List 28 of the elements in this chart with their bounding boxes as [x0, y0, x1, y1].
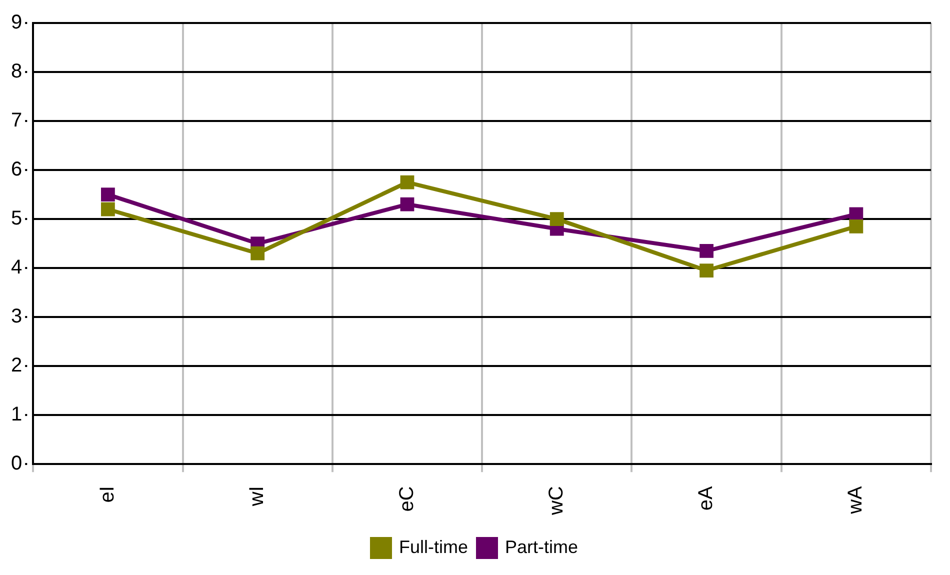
point [849, 219, 864, 234]
y-tick-label: 8 [11, 60, 22, 83]
y-tick-label: 2 [11, 354, 22, 377]
legend-label: Part-time [504, 536, 578, 557]
x-tick-label: eC [396, 486, 418, 512]
point [700, 244, 714, 258]
point [100, 188, 115, 202]
x-tick-label: wI [246, 486, 268, 508]
point [550, 212, 564, 226]
y-tick-label: 3 [11, 306, 22, 328]
point [100, 202, 115, 216]
x-tick-label: eA [695, 485, 718, 511]
y-tick-label: 6 [11, 158, 22, 181]
legend-label: Full-time [398, 536, 468, 557]
point [400, 197, 414, 212]
x-tick-label: wC [545, 486, 568, 516]
point [250, 246, 265, 260]
y-tick-label: 5 [11, 208, 22, 230]
y-tick-label: 0 [11, 452, 22, 475]
y-tick-label: 7 [11, 110, 22, 132]
x-tick-label: eI [96, 486, 118, 503]
y-tick-label: 1 [11, 404, 22, 426]
point [849, 207, 864, 222]
y-tick-label: 4 [11, 256, 22, 279]
x-tick-label: wA [844, 485, 867, 515]
point [700, 264, 714, 278]
point [400, 175, 414, 190]
y-tick-label: 9 [11, 12, 22, 34]
